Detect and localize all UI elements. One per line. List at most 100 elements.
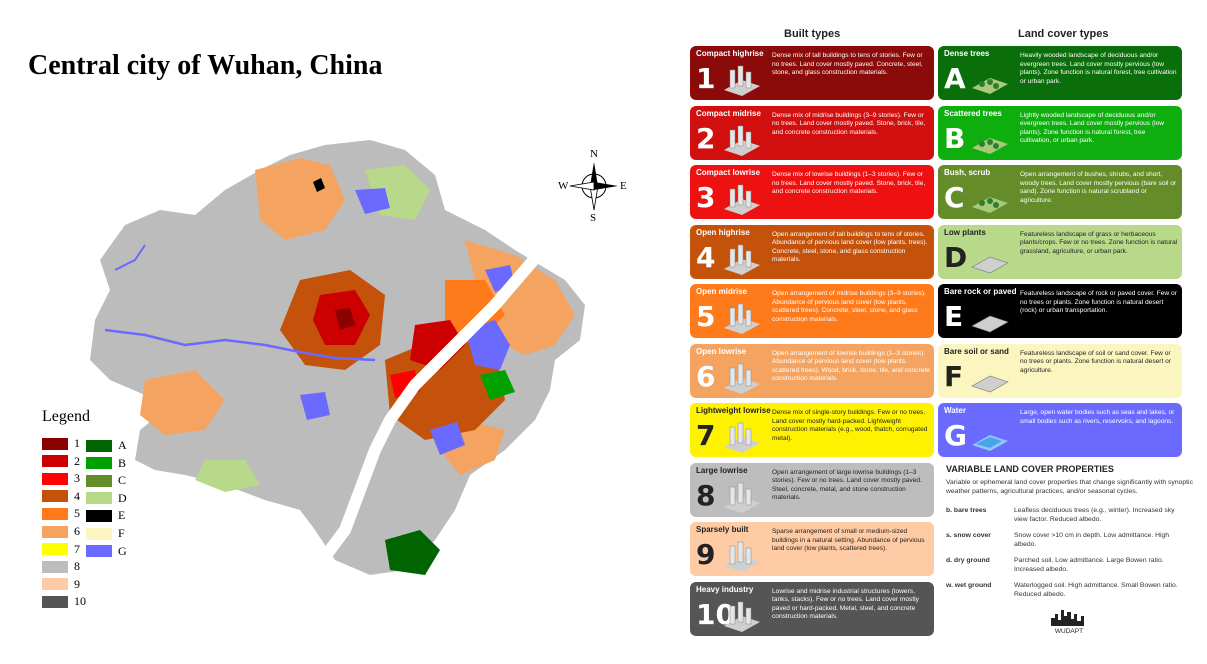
lcz-number: 8 (696, 478, 716, 512)
map-zone-a (385, 530, 440, 575)
lcz-number: D (944, 240, 968, 274)
lcz-illustration-icon (968, 122, 1010, 156)
legend-item: G (86, 544, 127, 559)
lcz-description: Featureless landscape of rock or paved c… (1020, 290, 1177, 314)
lcz-illustration-icon (720, 538, 762, 572)
built-types-header: Built types (784, 28, 841, 40)
legend-item: 10 (42, 594, 86, 609)
legend-item: 1 (42, 436, 80, 451)
legend-swatch (42, 543, 68, 556)
page-title: Central city of Wuhan, China (28, 50, 383, 81)
legend-item: 2 (42, 454, 80, 469)
lcz-card-5: Open midrise 5 Open arrangement of midrise… (690, 284, 934, 338)
legend-title: Legend (42, 408, 90, 425)
map-river-yangtze (309, 229, 561, 576)
variable-value: Snow cover >10 cm in depth. Low admittan… (1014, 532, 1170, 548)
lcz-name: Bare soil or sand (944, 346, 1009, 356)
legend-item: 6 (42, 524, 80, 539)
lcz-number: 5 (696, 300, 716, 333)
lcz-illustration-icon (720, 181, 762, 215)
lcz-illustration-icon (968, 62, 1010, 96)
compass-icon (569, 162, 618, 211)
legend-label: E (118, 508, 126, 523)
legend-item: A (86, 438, 127, 453)
legend-label: 4 (74, 488, 80, 503)
map-zone-2 (410, 320, 465, 370)
compass-rose: N S E W (556, 148, 632, 224)
lcz-card-b: Scattered trees B Lightly wooded landscape… (938, 105, 1182, 160)
lcz-description: Dense mix of lowrise buildings (1–3 stor… (772, 171, 926, 195)
legend-item: D (86, 491, 127, 506)
lcz-name: Compact lowrise (696, 168, 761, 177)
legend-swatch (42, 437, 68, 450)
lcz-illustration-icon (720, 479, 762, 513)
map-zone-6 (140, 370, 225, 435)
legend-item: 7 (42, 542, 80, 557)
legend-swatch (42, 595, 68, 608)
lcz-illustration-icon (720, 598, 762, 632)
legend-label: 6 (74, 524, 80, 538)
lcz-description: Sparse arrangement of small or medium-si… (772, 528, 925, 552)
lcz-card-a: Dense trees A Heavily wooded landscape of … (938, 46, 1182, 100)
lcz-number: 9 (696, 538, 716, 571)
legend-label: C (118, 473, 127, 488)
legend-swatch (42, 578, 68, 591)
lcz-card-2: Compact midrise 2 Dense mix of midrise bui… (690, 105, 934, 160)
variable-key: w. wet ground (946, 582, 992, 589)
compass-s: S (590, 212, 597, 224)
legend-item: 8 (42, 559, 80, 574)
lcz-number: 1 (696, 62, 716, 95)
lcz-number: B (944, 121, 966, 155)
legend-item: 5 (42, 506, 80, 521)
lcz-card-3: Compact lowrise 3 Dense mix of lowrise bui… (690, 165, 934, 219)
lcz-card-1: Compact highrise 1 Dense mix of tall build… (690, 46, 934, 100)
variable-value: Waterlogged soil. High admittance. Small… (1014, 582, 1178, 598)
legend-swatch (86, 439, 112, 452)
map-lake (465, 320, 510, 370)
compass-e: E (620, 180, 627, 192)
lcz-number: G (944, 419, 967, 452)
legend-label: 3 (74, 471, 80, 486)
legend-swatch (86, 509, 112, 522)
lcz-description: Open arrangement of large lowrise buildi… (772, 468, 922, 502)
lcz-description: Heavily wooded landscape of deciduous an… (1020, 52, 1177, 85)
land-cover-header: Land cover types (1018, 28, 1109, 40)
legend-label: 7 (74, 541, 80, 556)
lcz-illustration-icon (720, 241, 762, 275)
map-lake (430, 422, 465, 455)
compass-n: N (590, 148, 598, 160)
lcz-name: Bare rock or paved (944, 287, 1017, 296)
lcz-illustration-icon (968, 241, 1010, 275)
legend-label: 2 (74, 453, 80, 468)
lcz-number: 7 (696, 419, 716, 452)
legend-label: 9 (74, 576, 80, 591)
legend-swatch (86, 457, 112, 470)
legend-label: B (118, 455, 127, 470)
lcz-name: Water (944, 406, 966, 415)
lcz-number: A (944, 62, 966, 95)
lcz-name: Lightweight lowrise (696, 406, 771, 415)
variable-key: b. bare trees (946, 507, 987, 514)
lcz-number: E (944, 300, 964, 333)
lcz-card-10: Heavy industry 10 Lowrise and midrise indu… (690, 581, 934, 636)
lcz-name: Heavy industry (696, 584, 754, 594)
legend-item: C (86, 473, 126, 488)
lcz-name: Dense trees (944, 49, 990, 58)
lcz-description: Lightly wooded landscape of deciduous an… (1020, 111, 1165, 145)
lcz-card-6: Open lowrise 6 Open arrangement of lowrise… (690, 343, 934, 398)
variable-properties-subtitle: Variable or ephemeral land cover propert… (946, 479, 1193, 495)
lcz-description: Featureless landscape of soil or sand co… (1020, 349, 1172, 374)
lcz-name: Open highrise (696, 227, 750, 237)
lcz-card-9: Sparsely built 9 Sparse arrangement of sma… (690, 522, 934, 576)
lcz-card-7: Lightweight lowrise 7 Dense mix of single-… (690, 403, 934, 457)
variable-key: s. snow cover (946, 532, 991, 539)
legend-item: F (86, 526, 125, 541)
lcz-card-f: Bare soil or sand F Featureless landscape … (938, 343, 1182, 398)
legend-item: 3 (42, 471, 80, 486)
map-zone-1 (335, 308, 355, 330)
legend-swatch (42, 560, 68, 573)
lcz-description: Open arrangement of tall buildings to te… (772, 230, 928, 264)
map-lake (300, 392, 330, 420)
lcz-illustration-icon (968, 419, 1010, 453)
lcz-name: Compact midrise (696, 108, 761, 118)
